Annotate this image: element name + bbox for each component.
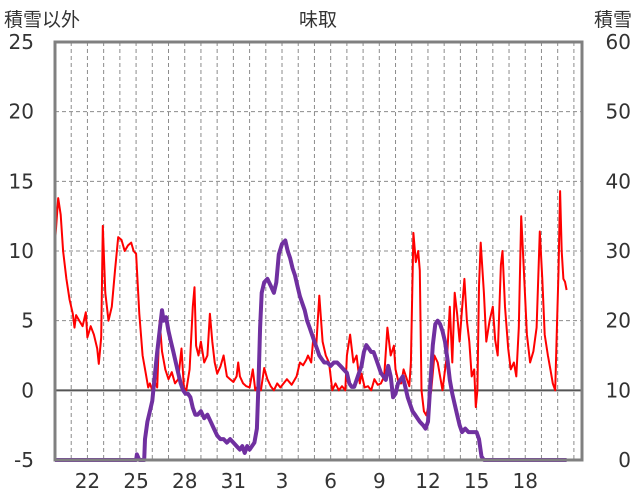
x-tick-label: 31	[221, 469, 246, 493]
x-tick-label: 28	[172, 469, 197, 493]
right-axis-label: 積雪	[594, 9, 632, 31]
left-tick-label: 5	[21, 309, 34, 333]
x-tick-label: 18	[513, 469, 538, 493]
right-tick-label: 30	[606, 239, 631, 263]
chart-title: 味取	[299, 9, 337, 31]
snow-depth-series-line	[55, 238, 567, 462]
x-tick-label: 9	[373, 469, 386, 493]
x-tick-label: 6	[324, 469, 337, 493]
x-tick-label: 25	[123, 469, 148, 493]
x-tick-label: 3	[276, 469, 289, 493]
right-tick-label: 20	[606, 309, 631, 333]
grid-lines	[55, 42, 582, 460]
right-tick-label: 0	[618, 448, 631, 472]
other-series-line	[54, 190, 568, 417]
x-tick-label: 22	[75, 469, 100, 493]
right-tick-label: 50	[606, 100, 631, 124]
x-tick-label: 15	[464, 469, 489, 493]
tick-labels: -5 0 5 10 15 20 25 0 10 20 30 40 50 60 22 25 28 31 3 6 9 12 15…	[9, 30, 631, 493]
left-tick-label: 15	[9, 169, 34, 193]
left-tick-label: 20	[9, 100, 34, 124]
x-tick-label: 12	[415, 469, 440, 493]
left-tick-label: -5	[14, 448, 34, 472]
plot-frame	[53, 40, 584, 462]
left-axis-label: 積雪以外	[4, 9, 80, 31]
left-tick-label: 0	[21, 378, 34, 402]
series-layer	[54, 190, 568, 462]
left-tick-label: 10	[9, 239, 34, 263]
right-tick-label: 60	[606, 30, 631, 54]
right-tick-label: 40	[606, 169, 631, 193]
left-tick-label: 25	[9, 30, 34, 54]
right-tick-label: 10	[606, 378, 631, 402]
